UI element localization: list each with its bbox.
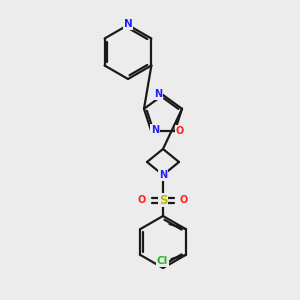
Text: O: O xyxy=(180,195,188,205)
Text: S: S xyxy=(159,194,167,206)
Text: O: O xyxy=(176,126,184,136)
Text: Cl: Cl xyxy=(157,256,168,266)
Text: N: N xyxy=(154,89,162,99)
Text: O: O xyxy=(138,195,146,205)
Text: N: N xyxy=(151,125,159,135)
Text: N: N xyxy=(159,170,167,180)
Text: N: N xyxy=(124,19,132,29)
